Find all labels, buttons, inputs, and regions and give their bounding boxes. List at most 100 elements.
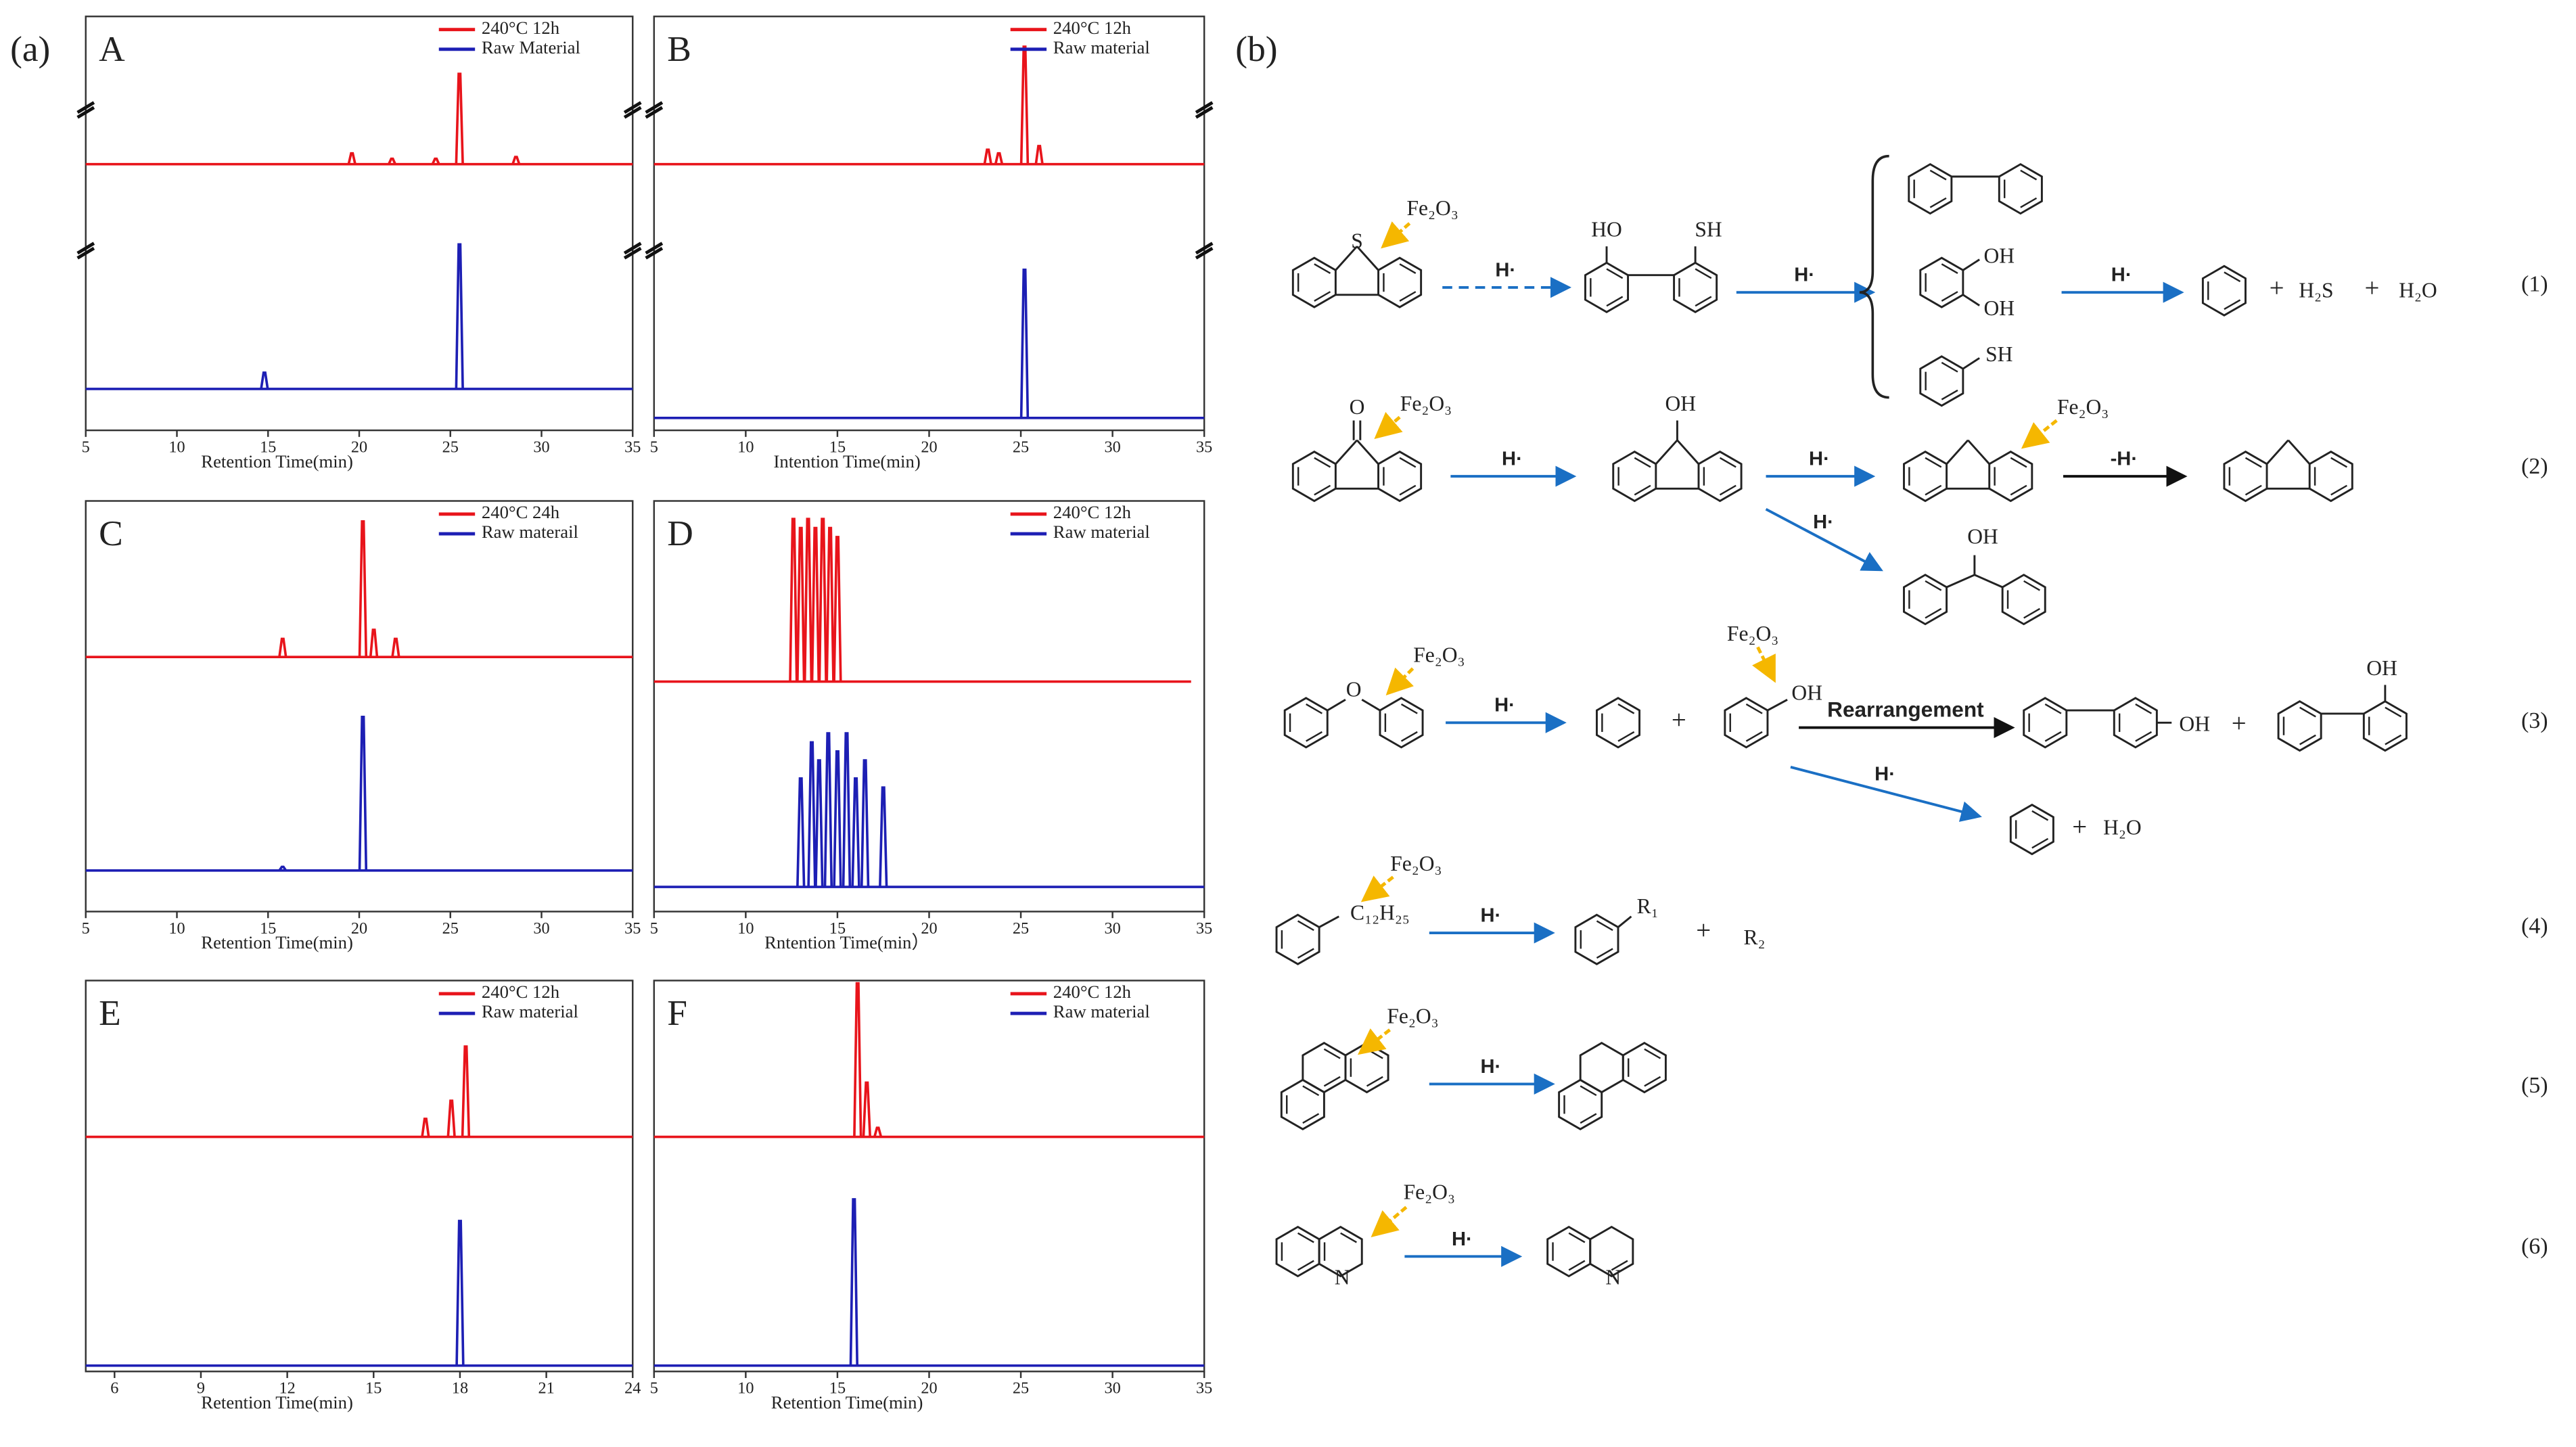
scheme-text: OH [1665,392,1696,415]
plot-frame [85,16,634,432]
catalyst-label: Fe₂O₃ [1406,196,1458,220]
ring [1673,261,1718,313]
scheme-text: OH [1791,681,1822,704]
peak [358,520,368,658]
bond [2044,703,2062,714]
bond [1356,246,1379,271]
ring [1377,256,1423,308]
scheme-text: -H· [2111,449,2138,470]
bond [2330,457,2347,468]
x-tick-label: 15 [829,919,846,938]
x-tick-label: 5 [650,438,658,456]
scheme-text: OH [1984,244,2015,267]
peak [833,536,842,682]
catalyst-label: Fe₂O₃ [1387,1005,1438,1028]
x-tick-label: 25 [1013,438,1029,456]
bond [2299,734,2316,745]
reaction-arrow [1790,765,1982,822]
scheme-text: SH [1985,342,2013,366]
scheme-text: OH [1967,525,1998,549]
peak [851,777,860,888]
ring [1344,1042,1389,1094]
peak [278,865,288,871]
ring [2308,450,2353,503]
ring [1596,697,1641,749]
bond [1327,699,1346,712]
bond [1767,699,1788,712]
scheme-text: H· [1452,1228,1473,1250]
ring [1584,261,1630,313]
x-tick-label: 15 [829,438,846,456]
scheme-text: R₂ [1744,925,1766,949]
ring [2009,804,2054,856]
ring [1291,256,1337,308]
ring [2362,700,2408,752]
equation-number: (5) [2521,1073,2548,1098]
axis-break [623,242,642,260]
scheme-text: R₁ [1637,894,1659,918]
catalyst-arrow [1374,411,1403,439]
x-axis-label: Retention Time(min) [201,932,353,952]
legend-label: Raw materail [482,522,578,542]
bond [2023,580,2040,591]
bond [1929,197,1947,208]
equation-number: (2) [2521,454,2548,479]
peak [796,526,806,682]
legend-label: 240°C 12h [1053,982,1131,1002]
scheme-text: O [1346,677,1362,701]
scheme-text: + [2072,812,2087,842]
axis-break [623,101,642,119]
peak [810,526,821,682]
bond [1606,296,1624,307]
bond [1335,439,1358,465]
peak [455,72,464,164]
x-tick-label: 30 [1104,919,1120,938]
bond [1967,439,1990,465]
bond [1580,1085,1597,1097]
scheme-text: H₂O [2103,815,2142,839]
bond [2031,810,2049,821]
scheme-text: H· [2111,265,2132,286]
bond [2020,169,2038,181]
equation-number: (1) [2521,271,2548,296]
legend-label: 240°C 12h [482,982,559,1002]
ring [1280,1078,1325,1130]
legend-label: 240°C 12h [1053,502,1131,522]
x-tick-label: 5 [650,1379,658,1398]
ring [1291,450,1337,503]
x-tick-label: 20 [351,919,367,938]
bond [1399,263,1417,274]
x-tick-label: 15 [260,438,276,456]
bond [1634,457,1651,468]
peak [823,732,833,888]
legend-label: Raw material [1053,1001,1150,1021]
peak [369,628,379,658]
ring [2277,700,2322,752]
bond [1302,1113,1320,1124]
peak [796,777,806,888]
ring [1574,913,1619,965]
bond [1318,915,1339,928]
bond [1634,484,1651,496]
bond [2245,484,2262,496]
catalyst-arrow [1385,667,1414,696]
peak [825,526,835,682]
equation-number: (6) [2521,1234,2548,1259]
scheme-text: H₂O [2399,278,2437,302]
bond [1306,703,1322,714]
legend-label: Raw material [482,1001,578,1021]
scheme-text: SH [1695,218,1722,242]
peak [873,1126,883,1138]
bond [2245,457,2262,468]
bond [1314,484,1331,496]
ring [1908,163,1953,215]
bond [1644,1076,1661,1087]
bond [2031,837,2049,849]
x-tick-label: 5 [650,919,658,938]
ring [1302,1042,1347,1094]
x-tick-label: 6 [110,1379,118,1398]
x-tick-label: 35 [1196,919,1212,938]
catalyst-label: Fe₂O₃ [1404,1180,1455,1203]
bond [1962,294,1980,306]
